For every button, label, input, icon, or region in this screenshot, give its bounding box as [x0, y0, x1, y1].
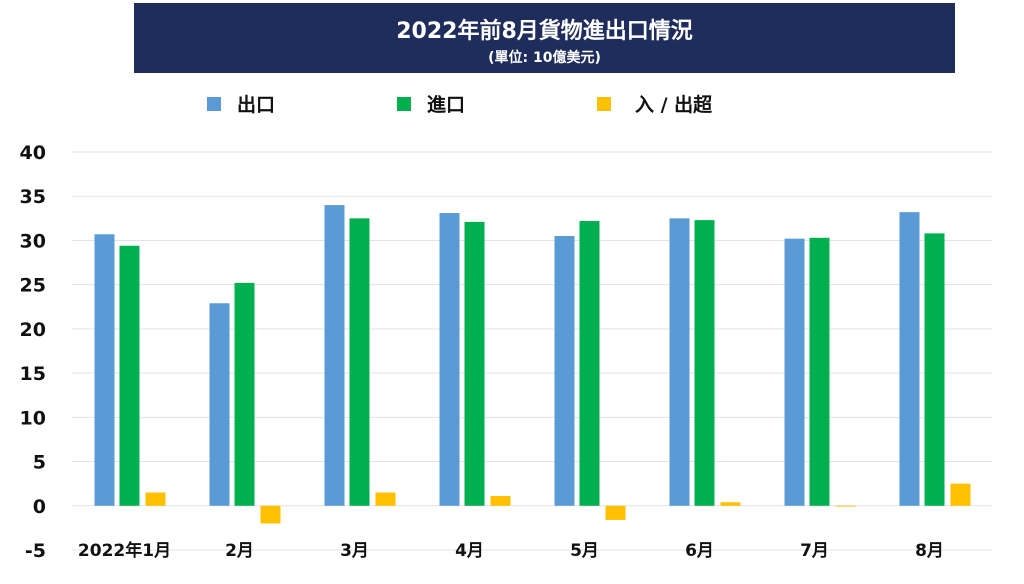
bar-balance	[145, 492, 166, 506]
bar-balance	[260, 505, 281, 524]
y-tick-label: 0	[33, 496, 46, 518]
y-tick-label: -5	[25, 540, 46, 562]
bar-import	[809, 237, 830, 506]
y-tick-label: 5	[33, 452, 46, 474]
y-tick-label: 30	[20, 230, 46, 252]
y-tick-label: 25	[20, 275, 46, 297]
x-tick-label: 2022年1月	[78, 540, 171, 561]
bar-import	[119, 245, 140, 506]
bar-export	[784, 238, 805, 506]
bar-export	[324, 205, 345, 506]
legend-label: 出口	[237, 94, 276, 116]
chart-title: 2022年前8月貨物進出口情況	[396, 19, 693, 44]
legend-item-balance: 入 / 出超	[597, 90, 712, 117]
legend-label: 入 / 出超	[635, 94, 713, 116]
x-tick-label: 4月	[455, 541, 484, 561]
bar-import	[694, 220, 715, 506]
bar-balance	[490, 496, 511, 506]
legend-swatch	[207, 96, 221, 111]
y-tick-label: 15	[20, 363, 46, 385]
x-tick-label: 3月	[340, 541, 369, 561]
y-tick-label: 40	[20, 142, 46, 164]
bar-import	[924, 233, 945, 506]
y-tick-label: 35	[20, 186, 46, 208]
bar-import	[579, 220, 600, 506]
bar-balance	[375, 492, 396, 506]
legend-item-import: 進口	[397, 90, 465, 117]
bar-export	[94, 234, 115, 506]
bar-balance	[605, 505, 626, 520]
legend-item-export: 出口	[207, 90, 275, 117]
x-tick-label: 5月	[570, 541, 599, 561]
bar-export	[209, 303, 230, 506]
x-tick-label: 8月	[915, 541, 944, 561]
bar-balance	[835, 505, 856, 507]
legend-swatch	[397, 96, 411, 111]
legend-label: 進口	[427, 94, 466, 116]
bar-balance	[720, 502, 741, 506]
bar-export	[439, 213, 460, 506]
bar-import	[349, 218, 370, 506]
x-tick-label: 2月	[225, 541, 254, 561]
y-tick-label: 10	[20, 407, 46, 429]
title-banner: 2022年前8月貨物進出口情況 (單位: 10億美元)	[134, 3, 955, 73]
bar-export	[554, 236, 575, 506]
bar-export	[669, 218, 690, 506]
legend-swatch	[597, 96, 611, 111]
x-tick-label: 7月	[800, 541, 829, 561]
bar-export	[899, 212, 920, 506]
chart-subtitle: (單位: 10億美元)	[488, 50, 601, 66]
bar-balance	[950, 483, 971, 506]
bar-import	[464, 221, 485, 506]
y-tick-label: 20	[20, 319, 46, 341]
x-tick-label: 6月	[685, 541, 714, 561]
bar-import	[234, 282, 255, 506]
